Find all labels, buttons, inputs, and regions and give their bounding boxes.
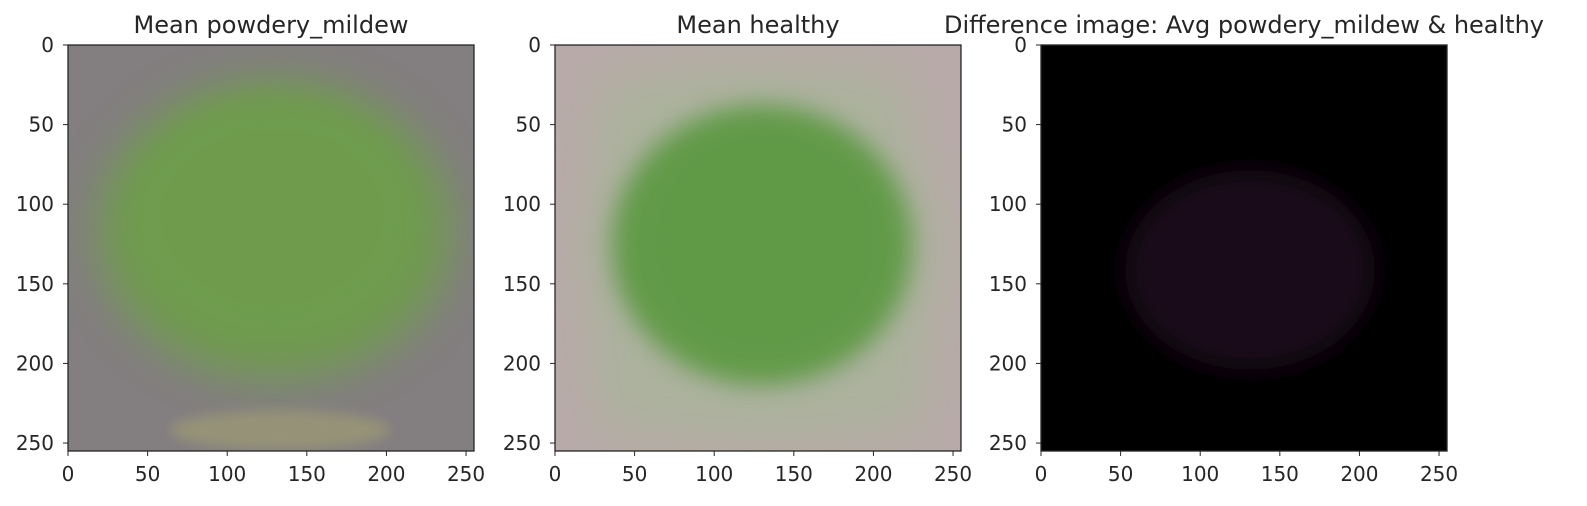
y-tick-label: 150 <box>503 272 541 296</box>
leaf-core <box>655 135 875 345</box>
y-tick-label: 100 <box>16 192 54 216</box>
x-tick-label: 0 <box>62 462 75 486</box>
x-tick-label: 50 <box>1108 462 1133 486</box>
x-tick-label: 150 <box>288 462 326 486</box>
axes-frame <box>67 44 475 452</box>
y-tick-label: 150 <box>16 272 54 296</box>
x-tick-label: 50 <box>622 462 647 486</box>
y-tick-label: 50 <box>29 113 54 137</box>
panel-title: Mean healthy <box>676 11 839 39</box>
y-tick-label: 0 <box>1014 33 1027 57</box>
y-tick-label: 150 <box>989 272 1027 296</box>
panel-title: Mean powdery_mildew <box>134 11 409 39</box>
x-ticks: 0 50 100 150 200 250 <box>549 451 972 486</box>
y-tick-label: 0 <box>41 33 54 57</box>
panel-mean-powdery-mildew: Mean powdery_mildew 0 50 100 150 200 250 0 50 1… <box>16 11 485 486</box>
y-tick-label: 0 <box>528 33 541 57</box>
y-tick-label: 200 <box>16 351 54 375</box>
x-ticks: 0 50 100 150 200 250 <box>1035 451 1458 486</box>
leaf-stem-glow <box>170 410 390 450</box>
x-tick-label: 100 <box>208 462 246 486</box>
x-tick-label: 200 <box>854 462 892 486</box>
y-tick-label: 50 <box>1002 113 1027 137</box>
axes-frame <box>554 44 962 452</box>
y-tick-label: 200 <box>503 351 541 375</box>
y-tick-label: 250 <box>503 431 541 455</box>
x-tick-label: 250 <box>934 462 972 486</box>
leaf-core <box>132 95 412 335</box>
y-tick-label: 250 <box>16 431 54 455</box>
y-ticks: 0 50 100 150 200 250 <box>16 33 68 455</box>
y-ticks: 0 50 100 150 200 250 <box>503 33 555 455</box>
leaf-blob <box>1125 170 1375 370</box>
y-tick-label: 250 <box>989 431 1027 455</box>
x-tick-label: 100 <box>695 462 733 486</box>
y-tick-label: 100 <box>989 192 1027 216</box>
x-tick-label: 250 <box>1420 462 1458 486</box>
x-ticks: 0 50 100 150 200 250 <box>62 451 485 486</box>
image-area <box>555 45 961 451</box>
x-tick-label: 150 <box>775 462 813 486</box>
x-tick-label: 200 <box>367 462 405 486</box>
x-tick-label: 250 <box>447 462 485 486</box>
panel-difference-image: Difference image: Avg powdery_mildew & h… <box>944 11 1544 486</box>
y-tick-label: 100 <box>503 192 541 216</box>
x-tick-label: 0 <box>549 462 562 486</box>
panel-title: Difference image: Avg powdery_mildew & h… <box>944 11 1544 39</box>
x-tick-label: 0 <box>1035 462 1048 486</box>
x-tick-label: 150 <box>1261 462 1299 486</box>
axes-frame <box>1040 44 1448 452</box>
panel-mean-healthy: Mean healthy 0 50 100 150 200 250 0 50 100 150 20… <box>503 11 972 486</box>
y-ticks: 0 50 100 150 200 250 <box>989 33 1041 455</box>
image-area <box>1041 45 1447 451</box>
x-tick-label: 50 <box>135 462 160 486</box>
image-area <box>68 45 474 451</box>
x-tick-label: 100 <box>1181 462 1219 486</box>
x-tick-label: 200 <box>1340 462 1378 486</box>
y-tick-label: 200 <box>989 351 1027 375</box>
y-tick-label: 50 <box>516 113 541 137</box>
